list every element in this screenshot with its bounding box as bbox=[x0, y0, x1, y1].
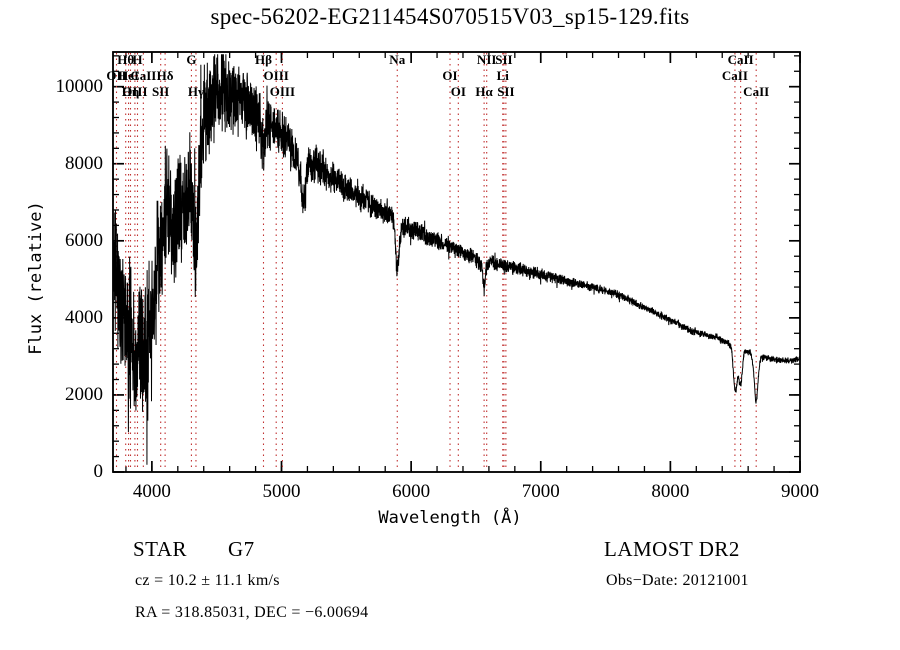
footer-obs-date: Obs−Date: 20121001 bbox=[606, 572, 749, 589]
spectral-line-label: OI bbox=[442, 68, 458, 83]
spectral-line-label: SII bbox=[495, 52, 513, 67]
footer-coords: RA = 318.85031, DEC = −6.00694 bbox=[135, 604, 369, 621]
spectral-line-label: H bbox=[132, 52, 143, 67]
spectral-line-label: SII bbox=[497, 84, 515, 99]
spectral-line-label: CaII bbox=[727, 52, 754, 67]
x-tick-label: 6000 bbox=[392, 481, 431, 502]
y-tick-label: 10000 bbox=[55, 75, 104, 97]
spectral-line-label: OII bbox=[106, 68, 127, 83]
y-tick-label: 0 bbox=[93, 461, 104, 482]
spectral-line-label: OIII bbox=[263, 68, 289, 83]
spectral-line-label: Hθ bbox=[117, 52, 135, 67]
spectral-line-label: CaII bbox=[721, 68, 748, 83]
spectral-line-label: Hη bbox=[121, 84, 140, 99]
x-tick-label: 8000 bbox=[651, 481, 690, 502]
x-tick-label: 9000 bbox=[781, 481, 819, 502]
page-title: spec-56202-EG211454S070515V03_sp15-129.f… bbox=[210, 4, 690, 29]
spectral-line-label: CaII bbox=[743, 84, 770, 99]
footer-spectral-class: G7 bbox=[228, 537, 255, 561]
spectral-line-label: OI bbox=[450, 84, 466, 99]
y-tick-label: 8000 bbox=[65, 152, 103, 174]
spectral-line-label: Na bbox=[389, 52, 406, 67]
footer-object-type: STAR bbox=[133, 537, 187, 561]
y-tick-label: 6000 bbox=[65, 229, 103, 251]
x-axis-label: Wavelength (Å) bbox=[378, 508, 522, 528]
spectral-line-label: Hδ bbox=[156, 68, 174, 83]
x-tick-label: 4000 bbox=[132, 481, 171, 502]
spectral-line-label: NII bbox=[476, 52, 497, 67]
spectral-line-label: Hγ bbox=[187, 84, 205, 99]
spectral-line-label: SII bbox=[152, 84, 170, 99]
x-tick-label: 7000 bbox=[521, 481, 560, 502]
spectral-line-label: OIII bbox=[122, 84, 148, 99]
x-tick-label: 5000 bbox=[262, 481, 301, 502]
spectral-line-label: Hα bbox=[475, 84, 493, 99]
spectral-line-label: Li bbox=[496, 68, 509, 83]
spectral-line-label: G bbox=[186, 52, 197, 67]
spectral-line-label: HeI bbox=[118, 68, 140, 83]
y-tick-label: 2000 bbox=[65, 383, 103, 405]
y-tick-label: 4000 bbox=[65, 306, 103, 328]
spectral-line-label: CaII bbox=[130, 68, 157, 83]
footer-survey: LAMOST DR2 bbox=[604, 537, 740, 561]
spectral-line-label: Hβ bbox=[255, 52, 272, 67]
footer-cz: cz = 10.2 ± 11.1 km/s bbox=[135, 572, 280, 589]
spectral-line-label: OIII bbox=[269, 84, 296, 99]
